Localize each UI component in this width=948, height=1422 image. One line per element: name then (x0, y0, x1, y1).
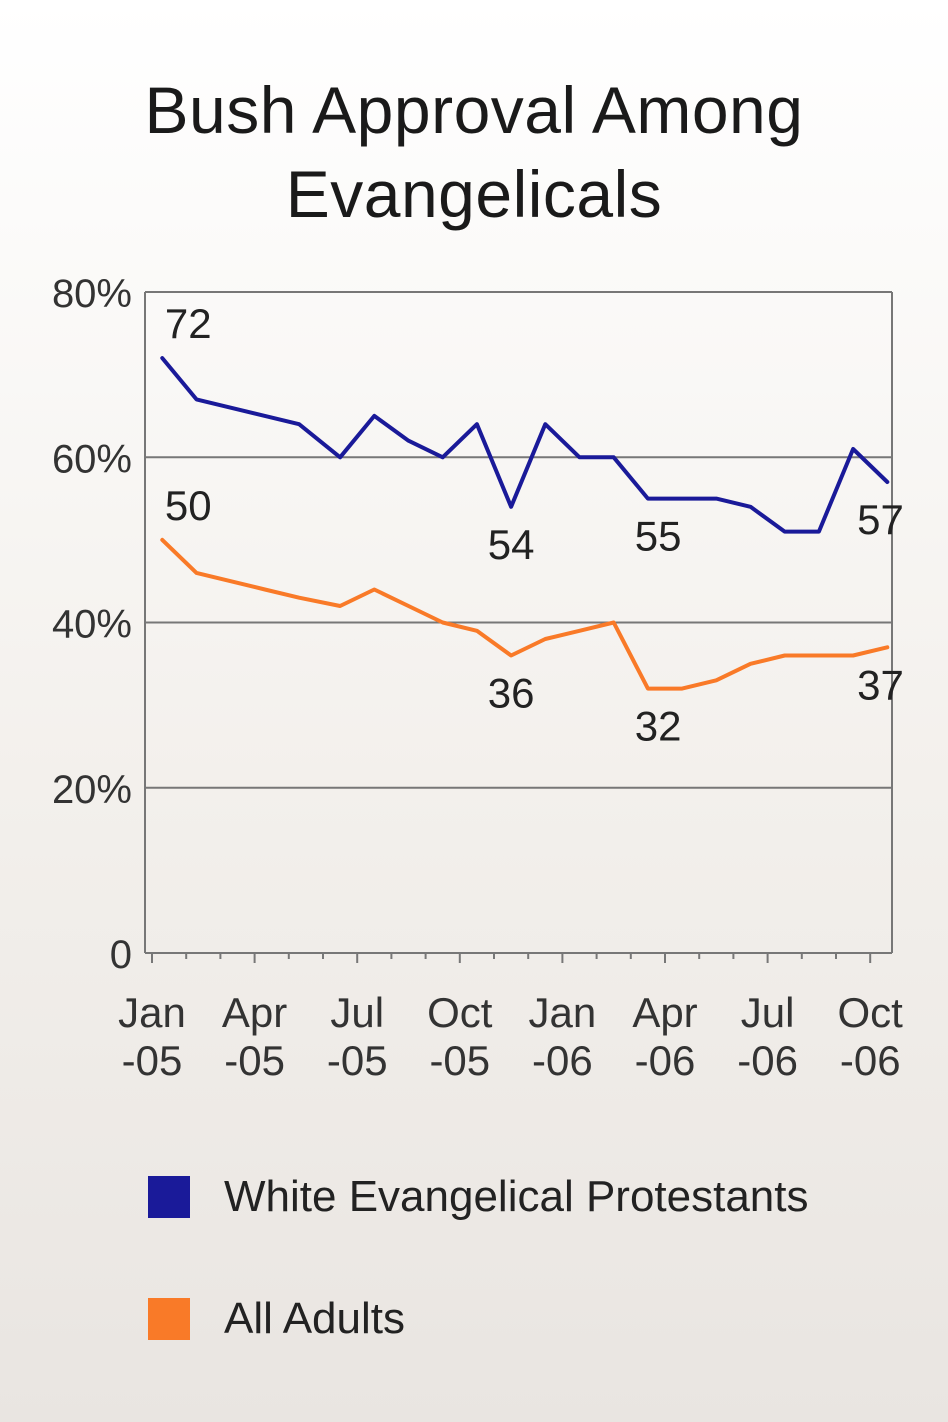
x-tick-label: -06 (840, 1037, 901, 1084)
x-tick-label: -05 (429, 1037, 490, 1084)
y-tick-label: 0 (110, 933, 132, 977)
x-tick-label: Jul (330, 989, 384, 1036)
legend-swatch-blue (148, 1176, 190, 1218)
data-label: 32 (635, 703, 682, 750)
y-tick-label: 80% (52, 272, 132, 316)
legend-item-all-adults: All Adults (148, 1294, 908, 1344)
x-tick-label: Jul (741, 989, 795, 1036)
x-tick-label: -06 (737, 1037, 798, 1084)
legend-label: All Adults (224, 1294, 405, 1343)
x-tick-label: -06 (532, 1037, 593, 1084)
data-label: 54 (488, 521, 535, 568)
chart-title-line-1: Bush Approval Among (144, 73, 804, 147)
x-tick-label: -05 (224, 1037, 285, 1084)
chart-title-line-2: Evangelicals (285, 157, 663, 231)
x-tick-label: Apr (632, 989, 697, 1036)
x-tick-label: Oct (838, 989, 904, 1036)
x-tick-label: -05 (327, 1037, 388, 1084)
chart-title: Bush Approval Among Evangelicals (0, 68, 948, 236)
data-label: 57 (857, 496, 904, 543)
x-tick-label: Oct (427, 989, 493, 1036)
series-line-all-adults (160, 537, 890, 691)
data-label: 72 (165, 300, 212, 347)
data-label: 55 (635, 513, 682, 560)
data-label: 36 (488, 670, 535, 717)
x-tick-label: -06 (635, 1037, 696, 1084)
legend-swatch-orange (148, 1298, 190, 1340)
data-label: 50 (165, 482, 212, 529)
x-tick-label: -05 (122, 1037, 183, 1084)
series-line-white-evangelical-protestants (160, 356, 890, 534)
legend-label: White Evangelical Protestants (224, 1172, 809, 1221)
x-tick-label: Jan (529, 989, 597, 1036)
legend-item-white-evangelical-protestants: White Evangelical Protestants (148, 1172, 908, 1222)
y-tick-label: 20% (52, 768, 132, 812)
x-tick-label: Apr (222, 989, 287, 1036)
y-tick-label: 60% (52, 437, 132, 481)
x-tick-label: Jan (118, 989, 186, 1036)
y-tick-label: 40% (52, 603, 132, 647)
data-label: 37 (857, 661, 904, 708)
